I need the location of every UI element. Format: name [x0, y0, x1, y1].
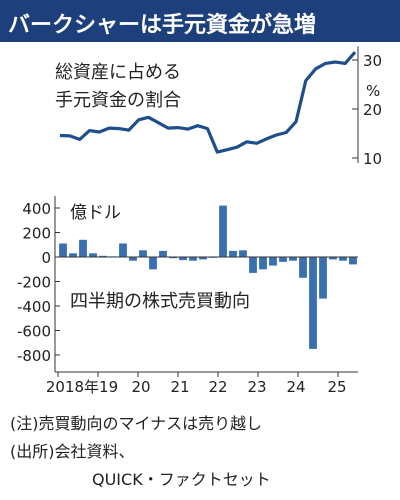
trade-bar: [309, 257, 317, 349]
bar-y-tick-label: -800: [17, 347, 51, 365]
bar-unit-label: 億ドル: [70, 203, 121, 223]
bar-x-tick-label: 23: [247, 378, 266, 396]
bar-x-tick-label: 25: [327, 378, 346, 396]
line-y-tick-label: 20: [363, 101, 382, 119]
trade-bar: [279, 257, 287, 262]
bar-y-tick-label: 200: [22, 225, 51, 243]
bar-x-tick-label: 24: [286, 378, 305, 396]
trade-bar: [99, 255, 107, 257]
bar-y-tick-label: -400: [17, 298, 51, 316]
line-y-tick-label: 30: [363, 52, 382, 70]
bar-y-tick-label: -200: [17, 274, 51, 292]
trade-bar: [239, 250, 247, 257]
line-unit-label: %: [366, 82, 380, 100]
trade-bar: [189, 257, 197, 261]
chart-title: バークシャーは手元資金が急増: [8, 13, 317, 38]
trade-bar: [319, 257, 327, 299]
trade-bar: [69, 253, 77, 257]
trade-bar: [139, 250, 147, 257]
bar-y-tick-label: 400: [22, 200, 51, 218]
trade-bar: [89, 253, 97, 257]
trade-bar: [169, 257, 177, 259]
cash-ratio-line: [59, 51, 357, 154]
trade-bar: [129, 257, 137, 261]
trade-bar: [339, 257, 347, 261]
trade-bar: [329, 257, 337, 260]
trade-bar: [299, 257, 307, 278]
note-source-line-1: (出所)会社資料、: [10, 442, 135, 461]
bar-y-tick-label: 0: [41, 249, 51, 267]
trade-bar: [149, 257, 157, 270]
trade-bar: [349, 257, 357, 265]
line-y-tick-label: 10: [363, 150, 382, 168]
trade-bar: [249, 257, 257, 273]
line-annotation-1: 総資産に占める: [55, 62, 181, 83]
trade-bar: [119, 243, 127, 257]
bar-chart-panel: 400 200 0 -200 -400 -600 -800 2018年19 20 21 22 23 24…: [17, 195, 358, 396]
bar-y-tick-label: -600: [17, 323, 51, 341]
note-line-1: (注)売買動向のマイナスは売り越し: [10, 414, 263, 433]
note-source-line-2: QUICK・ファクトセット: [92, 470, 271, 489]
trade-bar: [259, 257, 267, 270]
bar-x-tick-label: 20: [131, 378, 150, 396]
trade-bar: [79, 239, 87, 257]
bar-x-tick-label: 22: [208, 378, 227, 396]
trade-bar: [199, 257, 207, 260]
title-bar: バークシャーは手元資金が急増: [0, 0, 400, 42]
line-annotation-2: 手元資金の割合: [55, 90, 181, 111]
trade-bar: [59, 243, 67, 257]
trade-bar: [269, 257, 277, 266]
trade-bar: [159, 250, 167, 257]
bar-x-tick-label: 2018年19: [46, 378, 118, 396]
bar-x-tick-label: 21: [170, 378, 189, 396]
trade-bar: [179, 257, 187, 261]
bar-annotation: 四半期の株式売買動向: [70, 291, 250, 312]
trade-bar: [289, 257, 297, 261]
trade-bar: [219, 205, 227, 257]
trade-bar: [229, 250, 237, 257]
